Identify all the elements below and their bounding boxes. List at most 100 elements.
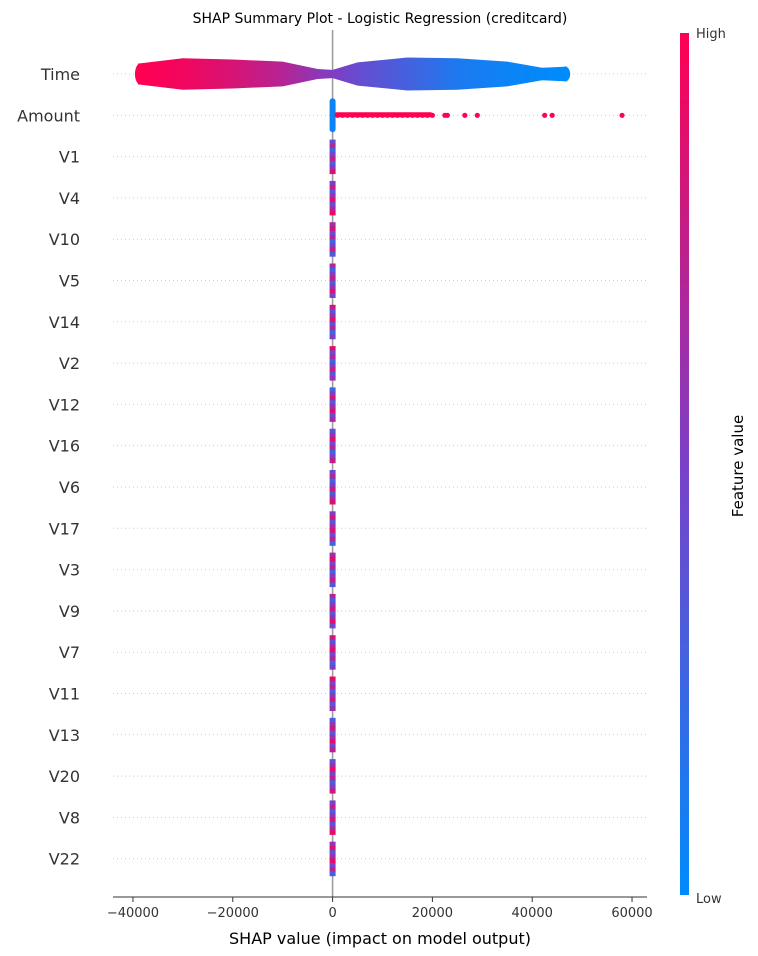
point-cluster-V12 xyxy=(329,417,336,422)
point-cluster-V2 xyxy=(329,346,336,351)
point-cluster-V10 xyxy=(329,251,336,257)
point-cluster-V20 xyxy=(329,780,336,786)
point-cluster-V17 xyxy=(329,536,336,542)
point-cluster-V17 xyxy=(329,511,336,517)
point-cluster-V1 xyxy=(329,169,336,175)
point-cluster-V16 xyxy=(329,437,336,442)
x-tick-label: 60000 xyxy=(611,906,652,921)
point-cluster-V5 xyxy=(329,289,336,294)
point-cluster-V8 xyxy=(329,821,336,827)
point-cluster-V6 xyxy=(329,470,336,475)
point-cluster-V8 xyxy=(329,804,336,810)
x-axis-label: SHAP value (impact on model output) xyxy=(229,929,531,948)
point-cluster-V6 xyxy=(329,474,336,479)
point-cluster-V1 xyxy=(329,148,336,153)
amount-point-0 xyxy=(334,112,341,118)
point-cluster-V20 xyxy=(329,763,336,769)
point-cluster-V1 xyxy=(329,156,336,162)
feature-label-V11: V11 xyxy=(49,685,80,704)
point-cluster-V12 xyxy=(329,412,336,418)
point-cluster-V16 xyxy=(329,449,336,455)
point-cluster-V3 xyxy=(329,578,336,583)
point-cluster-V3 xyxy=(329,565,336,571)
amount-point-2 xyxy=(344,112,351,118)
point-cluster-V13 xyxy=(329,730,336,736)
point-cluster-V16 xyxy=(329,458,336,464)
amount-point-1 xyxy=(339,112,346,118)
point-cluster-V16 xyxy=(329,454,336,459)
point-cluster-V5 xyxy=(329,272,336,277)
amount-point-18 xyxy=(424,112,431,118)
point-cluster-V9 xyxy=(329,610,336,616)
point-cluster-V13 xyxy=(329,739,336,744)
feature-label-V5: V5 xyxy=(59,272,80,291)
point-cluster-V16 xyxy=(329,428,336,434)
point-cluster-V7 xyxy=(329,652,336,657)
point-cluster-V3 xyxy=(329,556,336,562)
point-cluster-V20 xyxy=(329,784,336,790)
amount-point-5 xyxy=(359,112,366,118)
point-cluster-V8 xyxy=(329,813,336,818)
point-cluster-V12 xyxy=(329,408,336,414)
point-cluster-V17 xyxy=(329,519,336,525)
point-cluster-V4 xyxy=(329,193,336,199)
time-beeswarm-left-cap xyxy=(134,63,145,85)
feature-label-V4: V4 xyxy=(59,189,80,208)
point-cluster-V8 xyxy=(329,817,336,823)
colorbar-gradient xyxy=(680,33,689,895)
point-cluster-V16 xyxy=(329,432,336,438)
amount-point-13 xyxy=(399,112,406,118)
feature-label-V17: V17 xyxy=(49,519,80,538)
point-cluster-V5 xyxy=(329,284,336,290)
amount-point-8 xyxy=(374,112,381,118)
point-cluster-V11 xyxy=(329,702,336,707)
point-cluster-V5 xyxy=(329,280,336,286)
point-cluster-V9 xyxy=(329,606,336,612)
amount-point-3 xyxy=(349,112,356,118)
amount-point-19 xyxy=(429,112,436,118)
point-cluster-V20 xyxy=(329,767,336,773)
colorbar-high-label: High xyxy=(696,27,726,42)
colorbar: High Low Feature value xyxy=(680,27,747,907)
point-cluster-V14 xyxy=(329,334,336,340)
feature-labels: Time Amount V1 V4 V10 V5 V14 V2 V12 V16 V6 V17 V3 V9 V… xyxy=(17,65,80,869)
point-cluster-V12 xyxy=(329,400,336,405)
point-cluster-V5 xyxy=(329,267,336,273)
point-cluster-V22 xyxy=(329,841,336,847)
point-cluster-V14 xyxy=(329,304,336,310)
point-cluster-V22 xyxy=(329,854,336,860)
point-cluster-V22 xyxy=(329,850,336,855)
point-cluster-V2 xyxy=(329,363,336,368)
point-cluster-V14 xyxy=(329,309,336,314)
point-cluster-V6 xyxy=(329,478,336,484)
point-cluster-V17 xyxy=(329,541,336,546)
point-cluster-V9 xyxy=(329,602,336,608)
amount-point-15 xyxy=(409,112,416,118)
point-cluster-V6 xyxy=(329,495,336,501)
point-cluster-V8 xyxy=(329,830,336,835)
point-cluster-V4 xyxy=(329,189,336,195)
point-cluster-V11 xyxy=(329,680,336,686)
amount-point-12 xyxy=(394,112,401,118)
point-cluster-V8 xyxy=(329,800,336,806)
amount-point-21 xyxy=(444,112,450,118)
amount-point-24 xyxy=(542,112,548,118)
point-cluster-V11 xyxy=(329,685,336,690)
time-beeswarm xyxy=(137,57,568,91)
feature-label-V22: V22 xyxy=(49,850,80,869)
point-cluster-V7 xyxy=(329,664,336,670)
point-cluster-V20 xyxy=(329,771,336,777)
point-cluster-V2 xyxy=(329,350,336,356)
amount-point-17 xyxy=(419,112,426,118)
point-cluster-V16 xyxy=(329,441,336,447)
point-cluster-V9 xyxy=(329,593,336,599)
point-cluster-V3 xyxy=(329,552,336,558)
amount-point-10 xyxy=(384,112,391,118)
point-cluster-V4 xyxy=(329,210,336,216)
point-cluster-V7 xyxy=(329,656,336,662)
point-cluster-V14 xyxy=(329,317,336,323)
point-cluster-V3 xyxy=(329,561,336,566)
amount-point-26 xyxy=(619,112,625,118)
amount-bulk xyxy=(329,98,336,133)
point-cluster-V13 xyxy=(329,726,336,732)
